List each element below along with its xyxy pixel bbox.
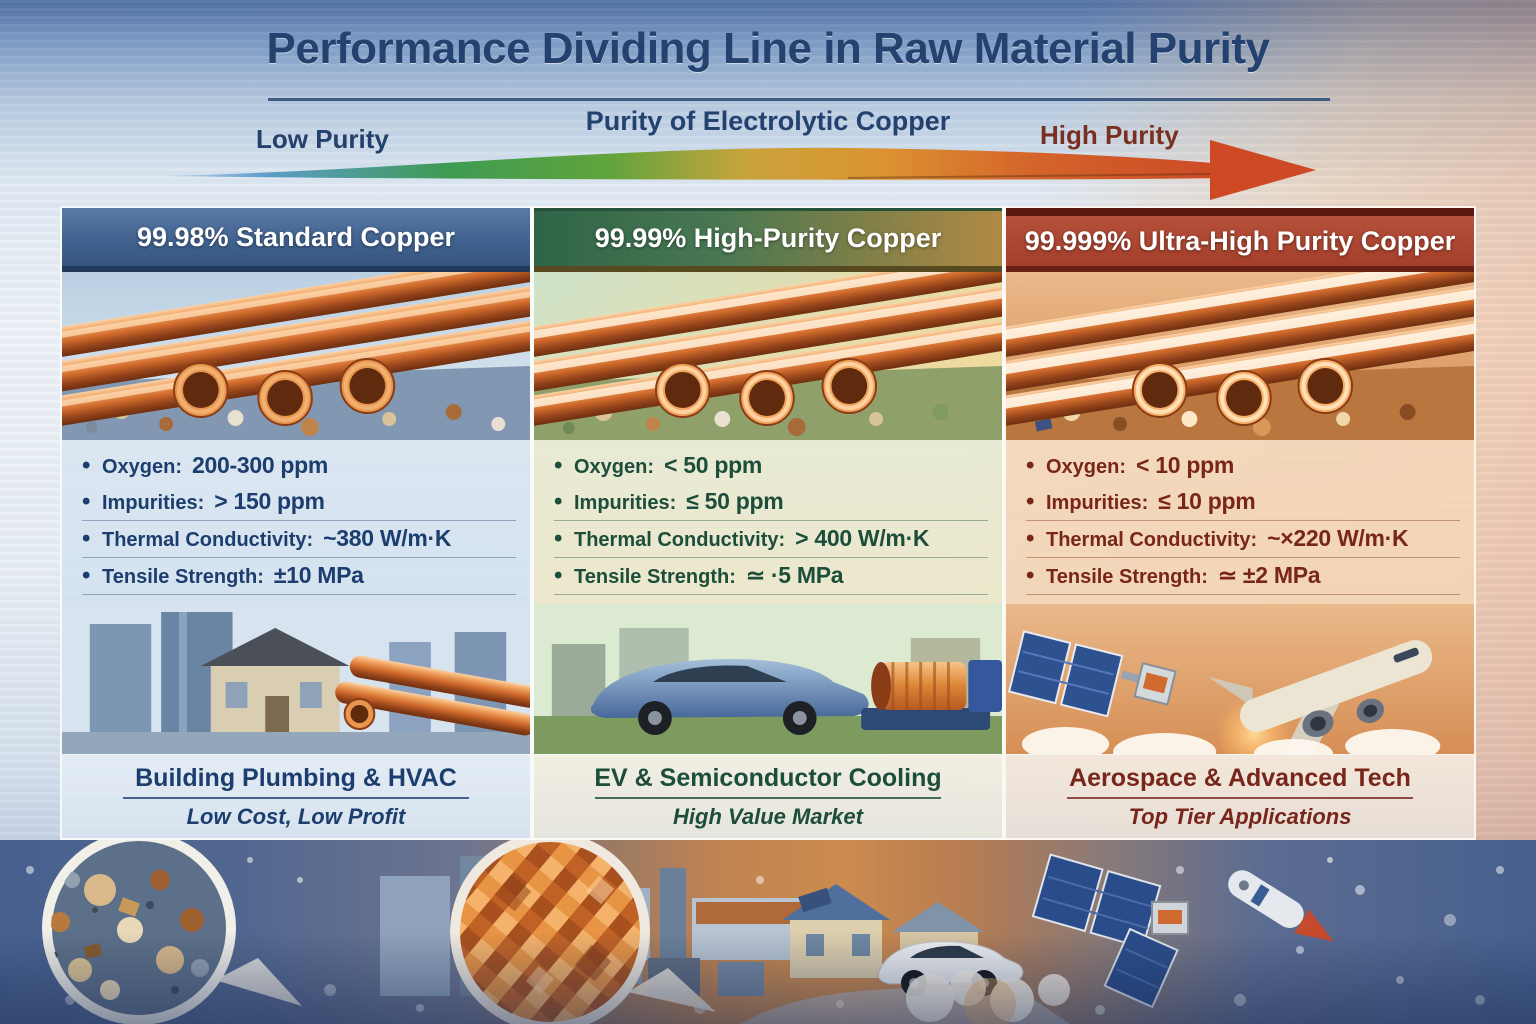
spec-label: Thermal Conductivity: [1046,529,1258,551]
pipes [62,272,530,428]
spec-row: Oxygen: 200-300 ppm [82,448,516,484]
pipes [1006,272,1474,428]
application-band: Building Plumbing & HVAC Low Cost, Low P… [62,754,530,838]
satellite [1007,630,1177,718]
spec-label: Tensile Strength: [1046,566,1208,588]
comparison-columns: 99.98% Standard Copper [60,206,1476,840]
application-tagline: Top Tier Applications [1128,803,1352,829]
spec-value: ≃ ·5 MPa [745,562,844,588]
ore-pebbles [562,403,949,436]
spec-value: > 150 ppm [214,488,325,514]
spec-label: Impurities: [102,492,205,514]
spec-label: Thermal Conductivity: [102,529,314,551]
bullet-icon [82,525,102,554]
application-scene-image [1006,604,1474,754]
banner: Performance Dividing Line in Raw Materia… [0,0,1536,206]
spec-label: Oxygen: [574,456,655,478]
application-band: EV & Semiconductor Cooling High Value Ma… [534,754,1002,838]
bullet-icon [554,562,574,591]
bullet-icon [82,488,102,517]
band-divider [122,796,470,799]
high-purity-label: High Purity [1040,120,1179,150]
copper-pipes-image [534,272,1002,440]
spec-value: ≤ 50 ppm [686,488,784,514]
column-header: 99.999% Ultra-High Purity Copper [1006,208,1474,272]
copper-pipes-image [62,272,530,440]
spec-row: Impurities: > 150 ppm [82,484,516,521]
spec-row: Thermal Conductivity: > 400 W/m·K [554,521,988,558]
application-name: Aerospace & Advanced Tech [1069,763,1411,792]
column-standard-copper: 99.98% Standard Copper [60,206,532,840]
spec-label: Tensile Strength: [574,566,736,588]
spec-value: < 50 ppm [664,452,762,478]
bottom-illustration-strip [0,840,1536,1024]
pipe-ends [173,358,396,426]
spec-list: Oxygen: < 10 ppm Impurities: ≤ 10 ppm Ther… [1006,440,1474,604]
spec-label: Tensile Strength: [102,566,264,588]
pipes [534,272,1002,428]
column-header: 99.98% Standard Copper [62,208,530,272]
spec-row: Thermal Conductivity: ~380 W/m·K [82,521,516,558]
spec-row: Tensile Strength: ≃ ±2 MPa [1026,558,1460,595]
spec-value: < 10 ppm [1136,452,1234,478]
spec-label: Oxygen: [1046,456,1127,478]
bullet-icon [1026,562,1046,591]
bullet-icon [1026,488,1046,517]
application-band: Aerospace & Advanced Tech Top Tier Appli… [1006,754,1474,838]
application-scene-image [534,604,1002,754]
band-divider [594,796,942,799]
spec-row: Tensile Strength: ≃ ·5 MPa [554,558,988,595]
clouds [1021,727,1441,754]
spec-value: ~380 W/m·K [323,525,452,551]
application-scene-image [62,604,530,754]
purity-gradient-arrow-icon [164,140,1316,200]
bullet-icon [82,452,102,481]
column-ultra-high-purity-copper: 99.999% Ultra-High Purity Copper [1004,206,1476,840]
page-title: Performance Dividing Line in Raw Materia… [266,24,1270,73]
spec-value: ±10 MPa [273,562,364,588]
spec-label: Thermal Conductivity: [574,529,786,551]
application-tagline: High Value Market [673,803,863,829]
bullet-icon [554,452,574,481]
application-name: Building Plumbing & HVAC [135,763,457,792]
spec-value: 200-300 ppm [192,452,329,478]
spec-value: ≃ ±2 MPa [1217,562,1321,588]
band-divider [1066,796,1414,799]
spec-label: Impurities: [1046,492,1149,514]
bullet-icon [1026,452,1046,481]
spec-list: Oxygen:200-300 ppm Impurities:> 150 ppm … [62,440,530,604]
bullet-icon [82,562,102,591]
copper-pipes-image [1006,272,1474,440]
pipe-ends [654,358,878,426]
title-divider [268,98,1330,101]
scene-pipes [335,655,530,736]
spec-list: Oxygen: < 50 ppm Impurities: ≤ 50 ppm Ther… [534,440,1002,604]
application-name: EV & Semiconductor Cooling [594,763,942,792]
spec-row: Tensile Strength: ±10 MPa [82,558,516,595]
bullet-icon [554,525,574,554]
bullet-icon [1026,525,1046,554]
spec-label: Impurities: [574,492,677,514]
spec-row: Thermal Conductivity: ~×220 W/m·K [1026,521,1460,558]
copper-coil-machine [861,660,1002,730]
subtitle: Purity of Electrolytic Copper [585,106,951,136]
spec-row: Oxygen: < 10 ppm [1026,448,1460,484]
low-purity-label: Low Purity [256,124,389,154]
column-high-purity-copper: 99.99% High-Purity Copper [532,206,1004,840]
application-tagline: Low Cost, Low Profit [186,803,406,829]
spec-label: Oxygen: [102,456,183,478]
column-header: 99.99% High-Purity Copper [534,208,1002,272]
spec-value: ≤ 10 ppm [1158,488,1256,514]
spec-value: > 400 W/m·K [795,525,930,551]
spec-row: Impurities: ≤ 50 ppm [554,484,988,521]
spec-row: Oxygen: < 50 ppm [554,448,988,484]
ev-car [590,658,869,735]
bullet-icon [554,488,574,517]
pipe-ends [1131,358,1354,426]
spec-value: ~×220 W/m·K [1267,525,1409,551]
spec-row: Impurities: ≤ 10 ppm [1026,484,1460,521]
